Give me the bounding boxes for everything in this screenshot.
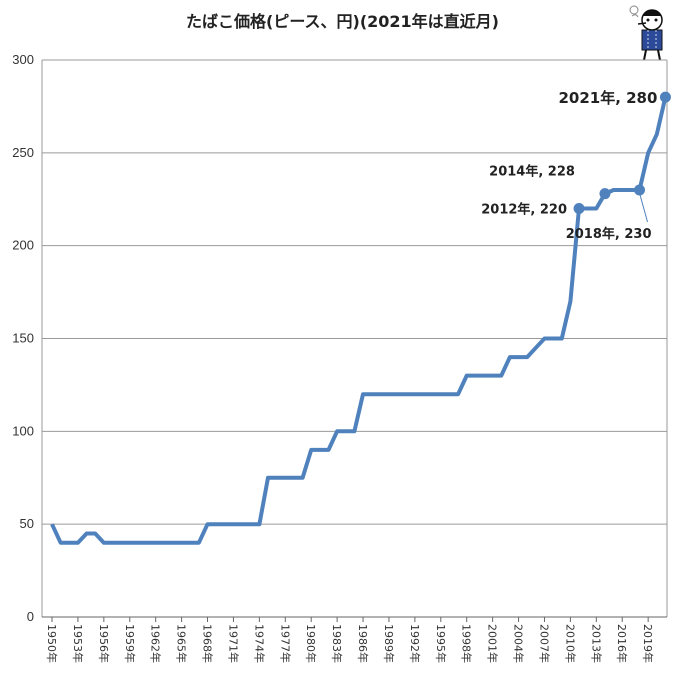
x-tick-label: 1956年: [97, 624, 111, 663]
x-tick-label: 1950年: [45, 624, 59, 663]
grid: [42, 59, 667, 525]
data-point-marker: [634, 184, 646, 196]
y-tick-label: 300: [12, 52, 34, 67]
annotations: 2021年, 280 2014年, 228 2012年, 220 2018年, 230: [481, 89, 657, 242]
x-tick-label: 2001年: [486, 624, 500, 663]
x-tick-label: 1959年: [123, 624, 137, 663]
x-tick-label: 1986年: [356, 624, 370, 663]
y-axis-ticks: 0 50 100 150 200 250 300: [12, 52, 34, 624]
data-label: 2021年, 280: [558, 89, 657, 107]
x-tick-label: 2004年: [512, 624, 526, 663]
x-tick-label: 2019年: [641, 624, 655, 663]
data-label: 2014年, 228: [489, 164, 575, 180]
series: [50, 96, 668, 545]
y-tick-label: 250: [12, 145, 34, 160]
data-label: 2018年, 230: [566, 226, 652, 242]
x-tick-label: 1965年: [175, 624, 189, 663]
x-tick-label: 2013年: [589, 624, 603, 663]
data-point-marker: [659, 91, 671, 103]
x-tick-label: 2016年: [615, 624, 629, 663]
x-tick-label: 1983年: [330, 624, 344, 663]
x-tick-label: 1989年: [382, 624, 396, 663]
x-axis-ticks: 1950年 1953年 1956年 1959年 1962年 1965年 1968年 1971年…: [45, 617, 655, 663]
markers: [573, 91, 671, 215]
y-tick-label: 100: [12, 423, 34, 438]
x-tick-label: 1992年: [408, 624, 422, 663]
x-tick-label: 1977年: [278, 624, 292, 663]
chart-title: たばこ価格(ピース、円)(2021年は直近月): [186, 12, 499, 31]
x-tick-label: 1974年: [252, 624, 266, 663]
x-tick-label: 2007年: [537, 624, 551, 663]
series-line: [50, 96, 668, 545]
x-tick-label: 2010年: [563, 624, 577, 663]
x-tick-label: 1998年: [460, 624, 474, 663]
x-tick-label: 1971年: [226, 624, 240, 663]
x-tick-label: 1968年: [201, 624, 215, 663]
y-tick-label: 50: [20, 516, 34, 531]
data-label: 2012年, 220: [481, 202, 567, 218]
y-tick-label: 200: [12, 238, 34, 253]
x-tick-label: 1980年: [304, 624, 318, 663]
axes: [41, 60, 668, 618]
x-tick-label: 1953年: [71, 624, 85, 663]
data-point-marker: [599, 188, 611, 200]
data-point-marker: [573, 203, 585, 215]
annotation-leader: [639, 192, 649, 223]
mascot-icon: [629, 5, 663, 61]
y-tick-label: 0: [27, 609, 34, 624]
x-tick-label: 1995年: [434, 624, 448, 663]
x-tick-label: 1962年: [149, 624, 163, 663]
y-tick-label: 150: [12, 331, 34, 346]
